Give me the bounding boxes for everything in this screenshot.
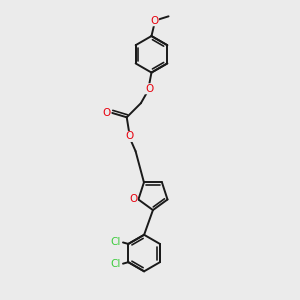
Text: O: O	[145, 84, 153, 94]
Text: O: O	[125, 131, 133, 142]
Text: Cl: Cl	[111, 259, 121, 269]
Text: O: O	[129, 194, 137, 205]
Text: O: O	[103, 108, 111, 118]
Text: O: O	[150, 16, 158, 26]
Text: Cl: Cl	[111, 237, 121, 247]
